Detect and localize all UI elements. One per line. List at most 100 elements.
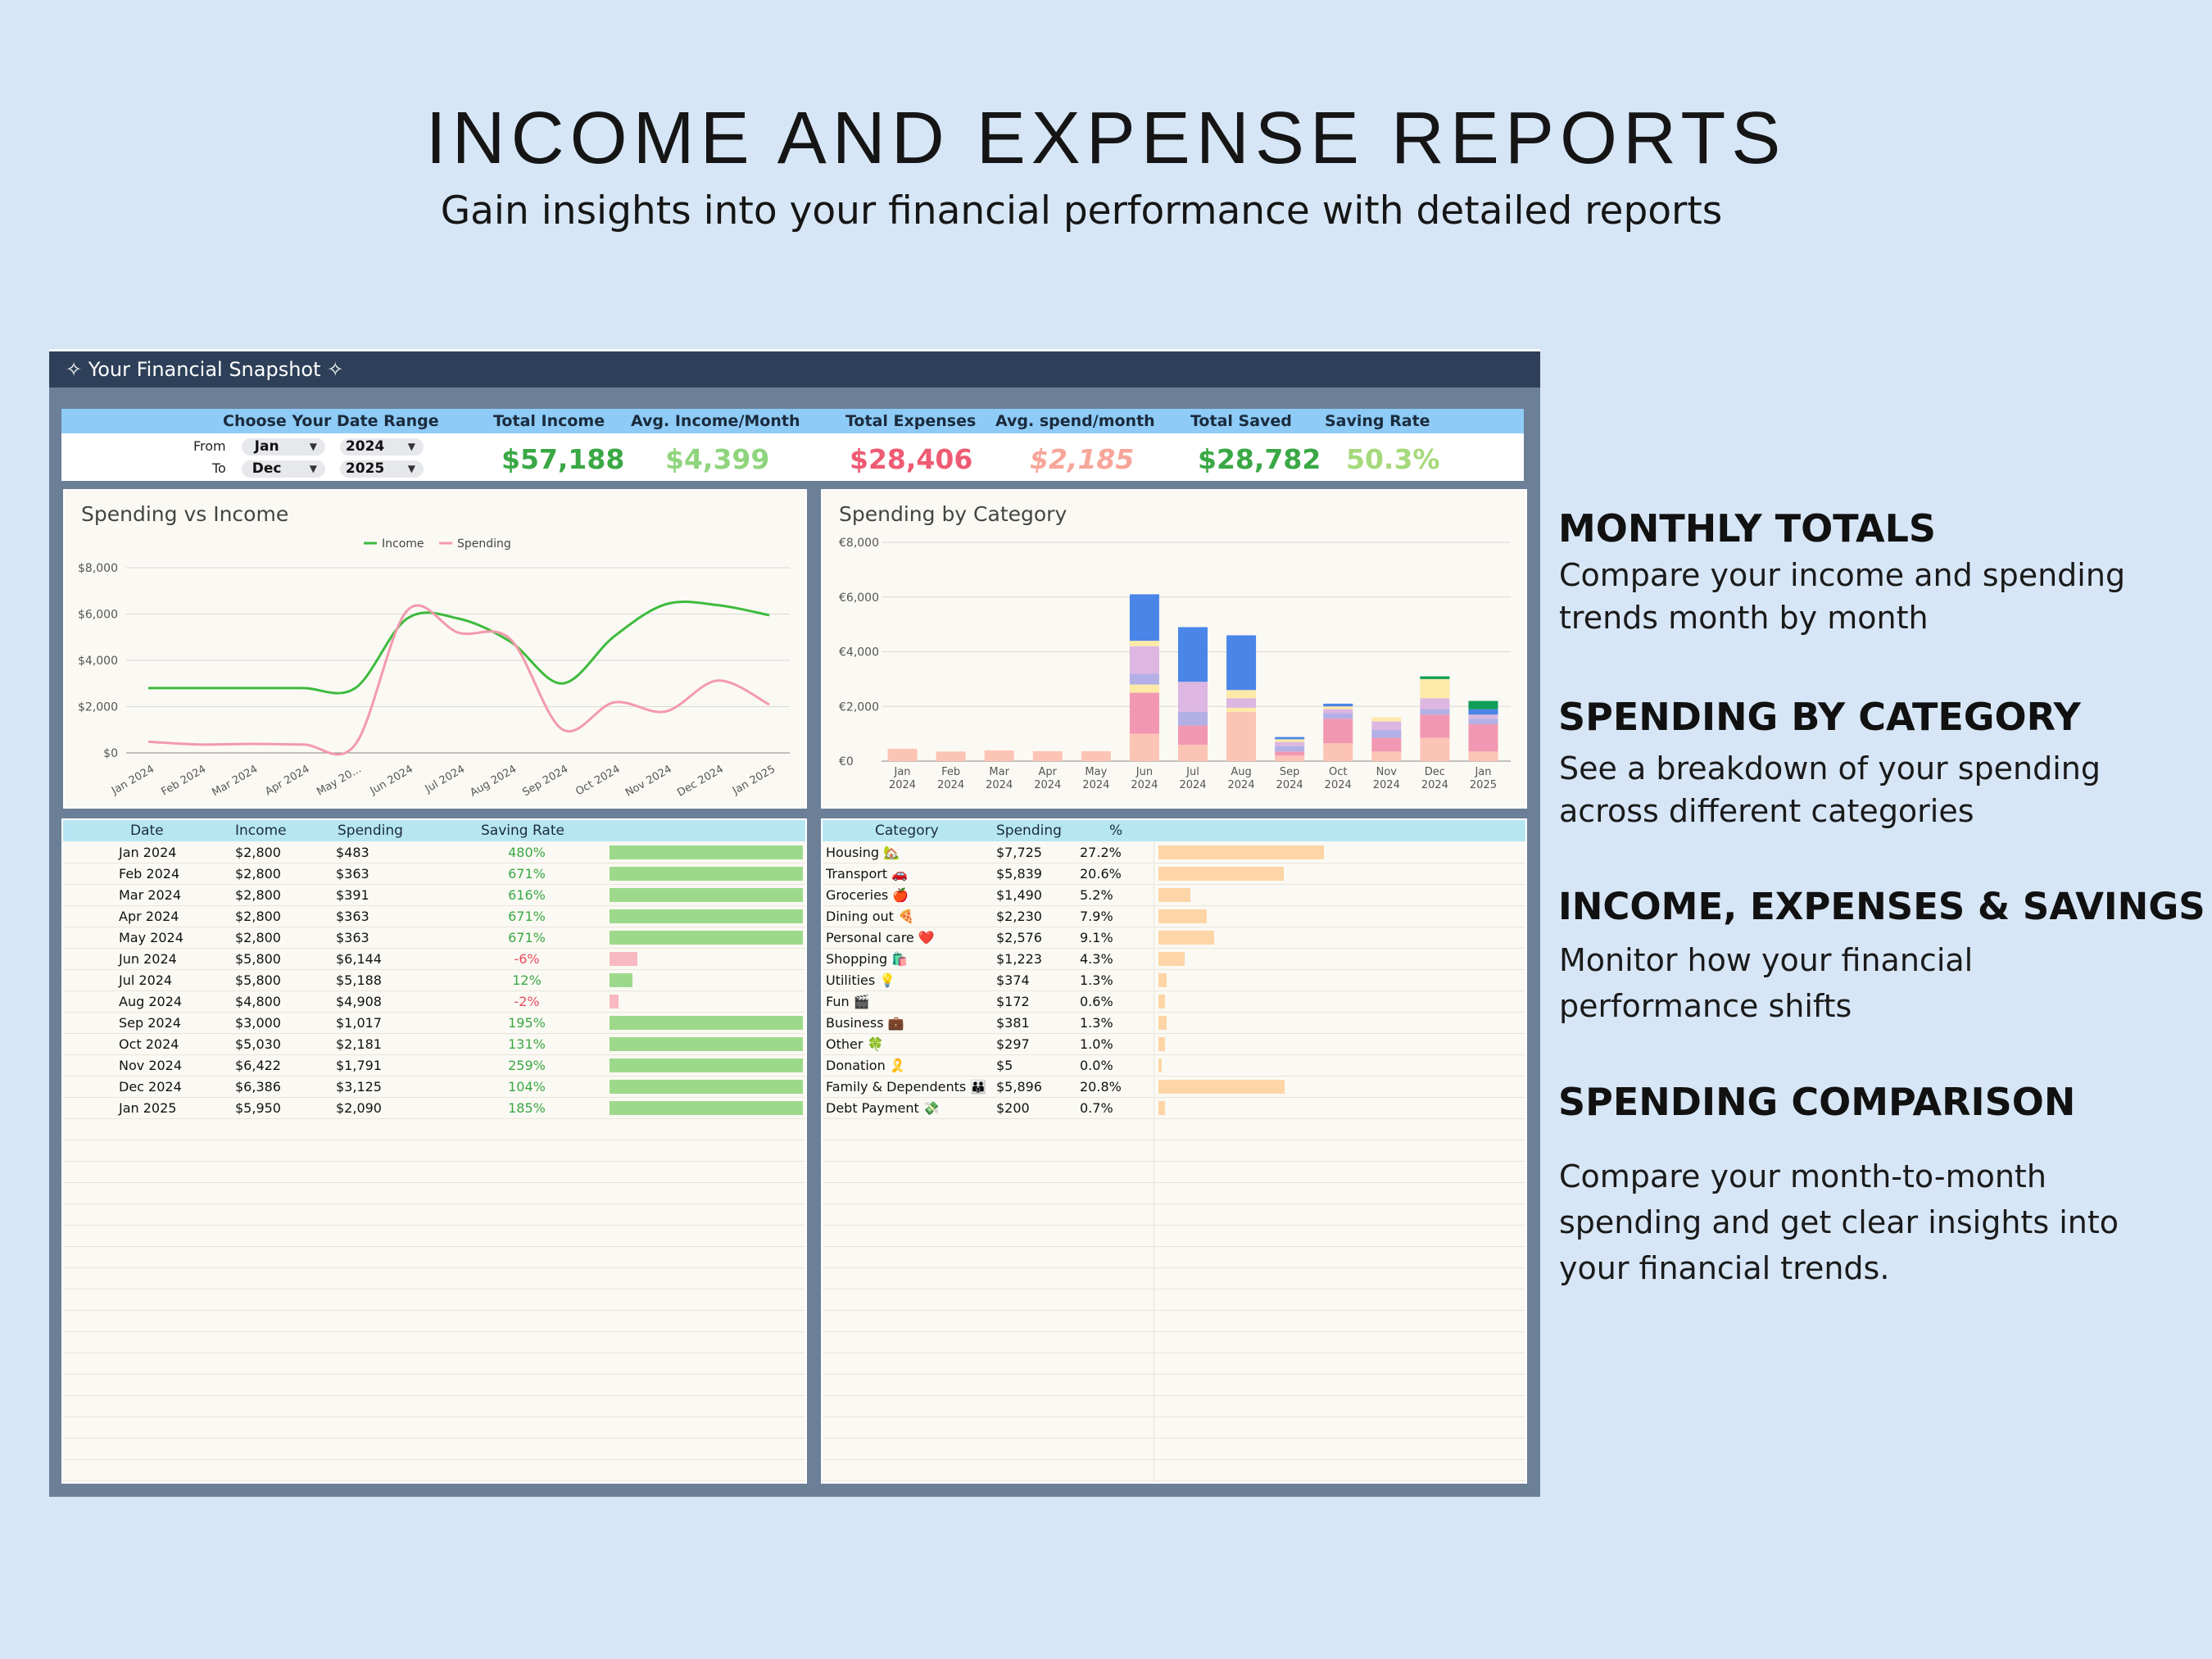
row-date: Dec 2024 — [119, 1079, 182, 1095]
table-row — [823, 1140, 1525, 1162]
x-tick-label: Nov — [1376, 766, 1398, 778]
bar-segment — [1468, 723, 1498, 752]
x-tick-label: 2024 — [1082, 779, 1109, 791]
bar-segment — [1323, 713, 1353, 719]
table-row: Other 🍀 $297 1.0% — [823, 1033, 1525, 1055]
x-tick-label: Sep — [1280, 766, 1300, 778]
feature-text-monthly-totals: Compare your income and spending trends … — [1559, 557, 2126, 636]
category-percent-bar — [1158, 1080, 1285, 1094]
y-tick-label: $4,000 — [78, 655, 118, 668]
bar-segment — [1129, 641, 1159, 646]
bar-segment — [1275, 739, 1305, 742]
bar-segment — [1178, 725, 1208, 745]
saving-rate-bar — [610, 1101, 803, 1115]
row-percent: 27.2% — [1080, 845, 1122, 860]
table-row — [823, 1374, 1525, 1396]
saving-rate-bar — [610, 931, 803, 945]
spending-vs-income-chart: Spending vs Income $0 $2,000 $4,000 $6,000 $… — [63, 489, 807, 809]
col-income: Income — [235, 823, 287, 839]
category-percent-bar — [1158, 931, 1214, 945]
saving-rate-bar — [610, 1080, 803, 1094]
bar-segment — [1226, 635, 1257, 691]
x-tick-label: 2024 — [1228, 779, 1255, 791]
feature-heading-income-expenses-savings: INCOME, EXPENSES & SAVINGS — [1558, 885, 2205, 928]
table-row — [823, 1246, 1525, 1268]
row-spending: $363 — [336, 866, 369, 882]
row-income: $5,030 — [235, 1036, 281, 1052]
table-row — [63, 1438, 805, 1460]
row-spending: $5,896 — [996, 1079, 1042, 1095]
y-tick-label: $8,000 — [78, 562, 118, 575]
row-category: Utilities 💡 — [826, 972, 896, 988]
from-month-select[interactable]: Jan ▼ — [242, 438, 325, 456]
table-row: Aug 2024 $4,800 $4,908 -2% — [63, 990, 805, 1013]
row-spending: $363 — [336, 909, 369, 924]
feature-text-spending-by-category: See a breakdown of your spending across … — [1559, 750, 2101, 829]
row-income: $5,800 — [235, 951, 281, 967]
row-income: $6,386 — [235, 1079, 281, 1095]
row-spending: $1,490 — [996, 887, 1042, 903]
from-label: From — [193, 438, 226, 454]
row-date: Nov 2024 — [119, 1058, 183, 1073]
date-range-label: Choose Your Date Range — [223, 412, 439, 430]
category-percent-bar — [1158, 1101, 1165, 1115]
table-row: Personal care ❤️ $2,576 9.1% — [823, 927, 1525, 949]
from-year-select[interactable]: 2024 ▼ — [340, 438, 424, 456]
col-spending: Spending — [996, 823, 1062, 839]
bar-segment — [1371, 729, 1402, 738]
spending-by-category-chart: Spending by Category €0 €2,000 €4,000 €6,00… — [821, 489, 1527, 809]
avg-spend-label: Avg. spend/month — [995, 412, 1155, 430]
row-percent: 7.9% — [1080, 909, 1113, 924]
row-spending: $1,223 — [996, 951, 1042, 967]
row-spending: $5,839 — [996, 866, 1042, 882]
table-row — [823, 1416, 1525, 1439]
table-row — [823, 1459, 1525, 1481]
x-tick-label: Nov 2024 — [623, 763, 674, 799]
bar-segment — [1468, 751, 1498, 761]
row-saving-rate: 12% — [512, 972, 542, 988]
row-percent: 1.3% — [1080, 972, 1113, 988]
table-row: Apr 2024 $2,800 $363 671% — [63, 905, 805, 927]
row-category: Business 💼 — [826, 1015, 904, 1031]
table-row: Jan 2024 $2,800 $483 480% — [63, 841, 805, 863]
x-tick-label: Oct — [1329, 766, 1347, 778]
row-spending: $172 — [996, 994, 1030, 1009]
table-row — [63, 1140, 805, 1162]
saving-rate-bar — [610, 845, 803, 859]
page-title: INCOME AND EXPENSE REPORTS — [425, 97, 1787, 179]
row-category: Donation 🎗️ — [826, 1058, 906, 1073]
bar-segment — [1129, 733, 1159, 761]
row-category: Fun 🎬 — [826, 994, 870, 1009]
x-tick-label: 2024 — [1373, 779, 1400, 791]
table-row: Nov 2024 $6,422 $1,791 259% — [63, 1054, 805, 1077]
category-percent-bar — [1158, 995, 1165, 1009]
x-tick-label: 2025 — [1470, 779, 1497, 791]
x-tick-label: 2024 — [889, 779, 916, 791]
chevron-down-icon: ▼ — [309, 463, 317, 474]
bar-segment — [1226, 690, 1257, 699]
bar-segment — [1226, 698, 1257, 708]
x-tick-label: Jul 2024 — [423, 763, 467, 796]
bar-segment — [936, 751, 966, 761]
to-year-select[interactable]: 2025 ▼ — [340, 460, 424, 478]
chevron-down-icon: ▼ — [407, 463, 415, 474]
x-tick-label: Jan 2024 — [109, 763, 156, 797]
table-row — [63, 1267, 805, 1290]
bar-segment — [1420, 737, 1450, 761]
row-spending: $2,181 — [336, 1036, 382, 1052]
bar-segment — [1275, 737, 1305, 740]
table-row: Dining out 🍕 $2,230 7.9% — [823, 905, 1525, 927]
col-saving-rate: Saving Rate — [481, 823, 564, 839]
to-month-select[interactable]: Dec ▼ — [242, 460, 325, 478]
bar-segment — [1420, 676, 1450, 679]
row-date: Feb 2024 — [119, 866, 180, 882]
chevron-down-icon: ▼ — [407, 441, 415, 452]
category-percent-bar — [1158, 845, 1324, 859]
bar-segment — [1323, 718, 1353, 744]
table-row — [823, 1289, 1525, 1311]
table-row — [823, 1438, 1525, 1460]
table-row — [63, 1289, 805, 1311]
bar-segment — [1420, 709, 1450, 715]
table-row — [63, 1182, 805, 1204]
x-tick-label: Mar 2024 — [210, 763, 260, 799]
